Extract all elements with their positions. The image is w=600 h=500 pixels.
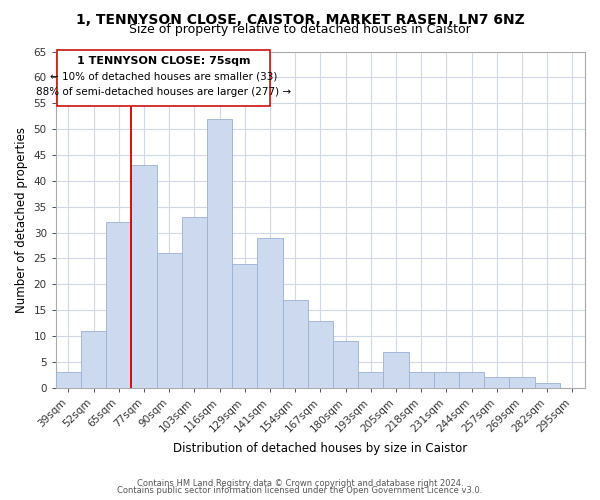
Bar (358, 372, 383, 388)
Text: Contains public sector information licensed under the Open Government Licence v3: Contains public sector information licen… (118, 486, 482, 495)
Bar (333, 341, 358, 388)
Bar (409, 372, 434, 388)
Text: Contains HM Land Registry data © Crown copyright and database right 2024.: Contains HM Land Registry data © Crown c… (137, 478, 463, 488)
Text: ← 10% of detached houses are smaller (33): ← 10% of detached houses are smaller (33… (50, 72, 277, 82)
Bar (81, 331, 106, 388)
Bar (308, 320, 333, 388)
Bar (56, 372, 81, 388)
Bar (131, 166, 157, 388)
Bar (383, 352, 409, 388)
Y-axis label: Number of detached properties: Number of detached properties (15, 126, 28, 312)
Bar (459, 372, 484, 388)
Bar (207, 119, 232, 388)
Bar (434, 372, 459, 388)
Bar (509, 378, 535, 388)
Text: Size of property relative to detached houses in Caistor: Size of property relative to detached ho… (129, 22, 471, 36)
Bar (283, 300, 308, 388)
Bar (157, 254, 182, 388)
Text: 1 TENNYSON CLOSE: 75sqm: 1 TENNYSON CLOSE: 75sqm (77, 56, 250, 66)
Bar (484, 378, 509, 388)
X-axis label: Distribution of detached houses by size in Caistor: Distribution of detached houses by size … (173, 442, 467, 455)
Text: 88% of semi-detached houses are larger (277) →: 88% of semi-detached houses are larger (… (36, 87, 291, 97)
FancyBboxPatch shape (57, 50, 270, 106)
Bar (257, 238, 283, 388)
Bar (182, 217, 207, 388)
Bar (106, 222, 131, 388)
Bar (232, 264, 257, 388)
Text: 1, TENNYSON CLOSE, CAISTOR, MARKET RASEN, LN7 6NZ: 1, TENNYSON CLOSE, CAISTOR, MARKET RASEN… (76, 12, 524, 26)
Bar (535, 382, 560, 388)
